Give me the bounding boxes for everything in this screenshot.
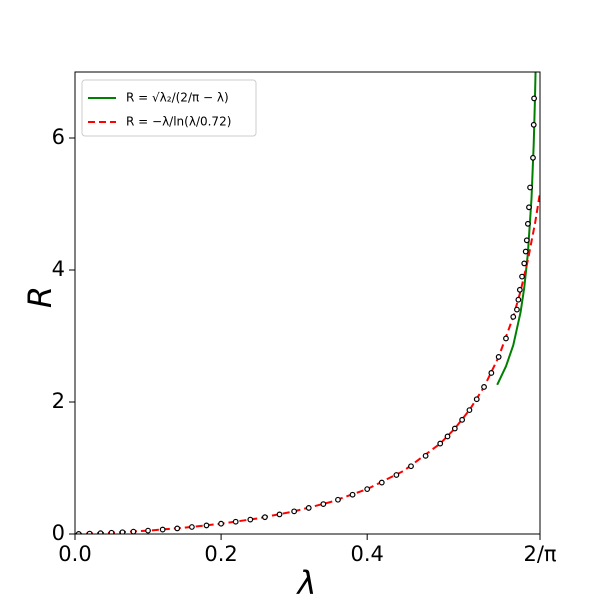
data-point <box>466 407 473 414</box>
data-point <box>276 511 283 518</box>
data-point <box>174 525 181 532</box>
data-point <box>516 286 523 293</box>
x-tick-label: 2/π <box>523 542 556 566</box>
data-point <box>444 433 451 440</box>
data-point <box>523 237 530 244</box>
data-point <box>519 273 525 280</box>
data-point <box>408 463 414 470</box>
data-point <box>495 354 502 360</box>
x-tick-label: 0.2 <box>204 542 237 566</box>
data-point <box>203 522 210 529</box>
data-point <box>521 260 528 267</box>
curve <box>496 72 537 386</box>
y-tick-label: 6 <box>52 125 65 149</box>
data-point <box>393 472 400 478</box>
data-point <box>378 479 385 486</box>
data-point <box>305 505 312 511</box>
data-point <box>97 530 104 534</box>
data-point <box>262 514 268 521</box>
y-tick-label: 0 <box>52 521 65 545</box>
data-point <box>159 526 166 533</box>
data-point <box>291 508 298 515</box>
data-point <box>530 154 536 161</box>
data-point <box>349 491 356 498</box>
plot-frame <box>74 71 541 535</box>
data-point <box>510 313 517 320</box>
data-point <box>503 335 509 342</box>
x-axis-label: λ <box>296 564 317 600</box>
y-tick-label: 2 <box>52 389 65 413</box>
data-point <box>522 248 529 255</box>
data-point <box>531 95 537 102</box>
data-point <box>514 306 520 313</box>
data-point <box>218 520 224 527</box>
data-point <box>108 529 115 534</box>
data-point <box>437 440 444 447</box>
legend-box <box>81 79 257 137</box>
legend-label: R = √λ₂/(2/π − λ) <box>126 91 229 105</box>
data-point <box>364 486 371 493</box>
data-point <box>526 204 532 211</box>
y-axis-label: R <box>21 286 59 308</box>
data-point <box>232 518 239 525</box>
plot-area <box>75 72 540 534</box>
data-point <box>530 121 537 128</box>
data-point <box>527 184 533 191</box>
data-point <box>422 452 429 459</box>
data-point <box>488 370 495 376</box>
data-point <box>188 524 195 530</box>
curve <box>75 195 540 534</box>
x-tick-label: 0.0 <box>58 542 91 566</box>
data-point <box>481 384 487 390</box>
legend-label: R = −λ/ln(λ/0.72) <box>126 115 231 129</box>
data-point <box>320 501 327 508</box>
data-point <box>451 425 458 432</box>
data-point <box>459 416 466 423</box>
data-point <box>145 527 151 534</box>
data-point <box>130 528 137 534</box>
x-tick-label: 0.4 <box>350 542 383 566</box>
data-point <box>119 529 126 534</box>
y-tick-label: 4 <box>52 257 65 281</box>
data-point <box>247 516 254 523</box>
data-point <box>335 496 341 503</box>
data-point <box>473 396 480 403</box>
data-point <box>524 220 531 227</box>
data-point <box>515 296 522 303</box>
